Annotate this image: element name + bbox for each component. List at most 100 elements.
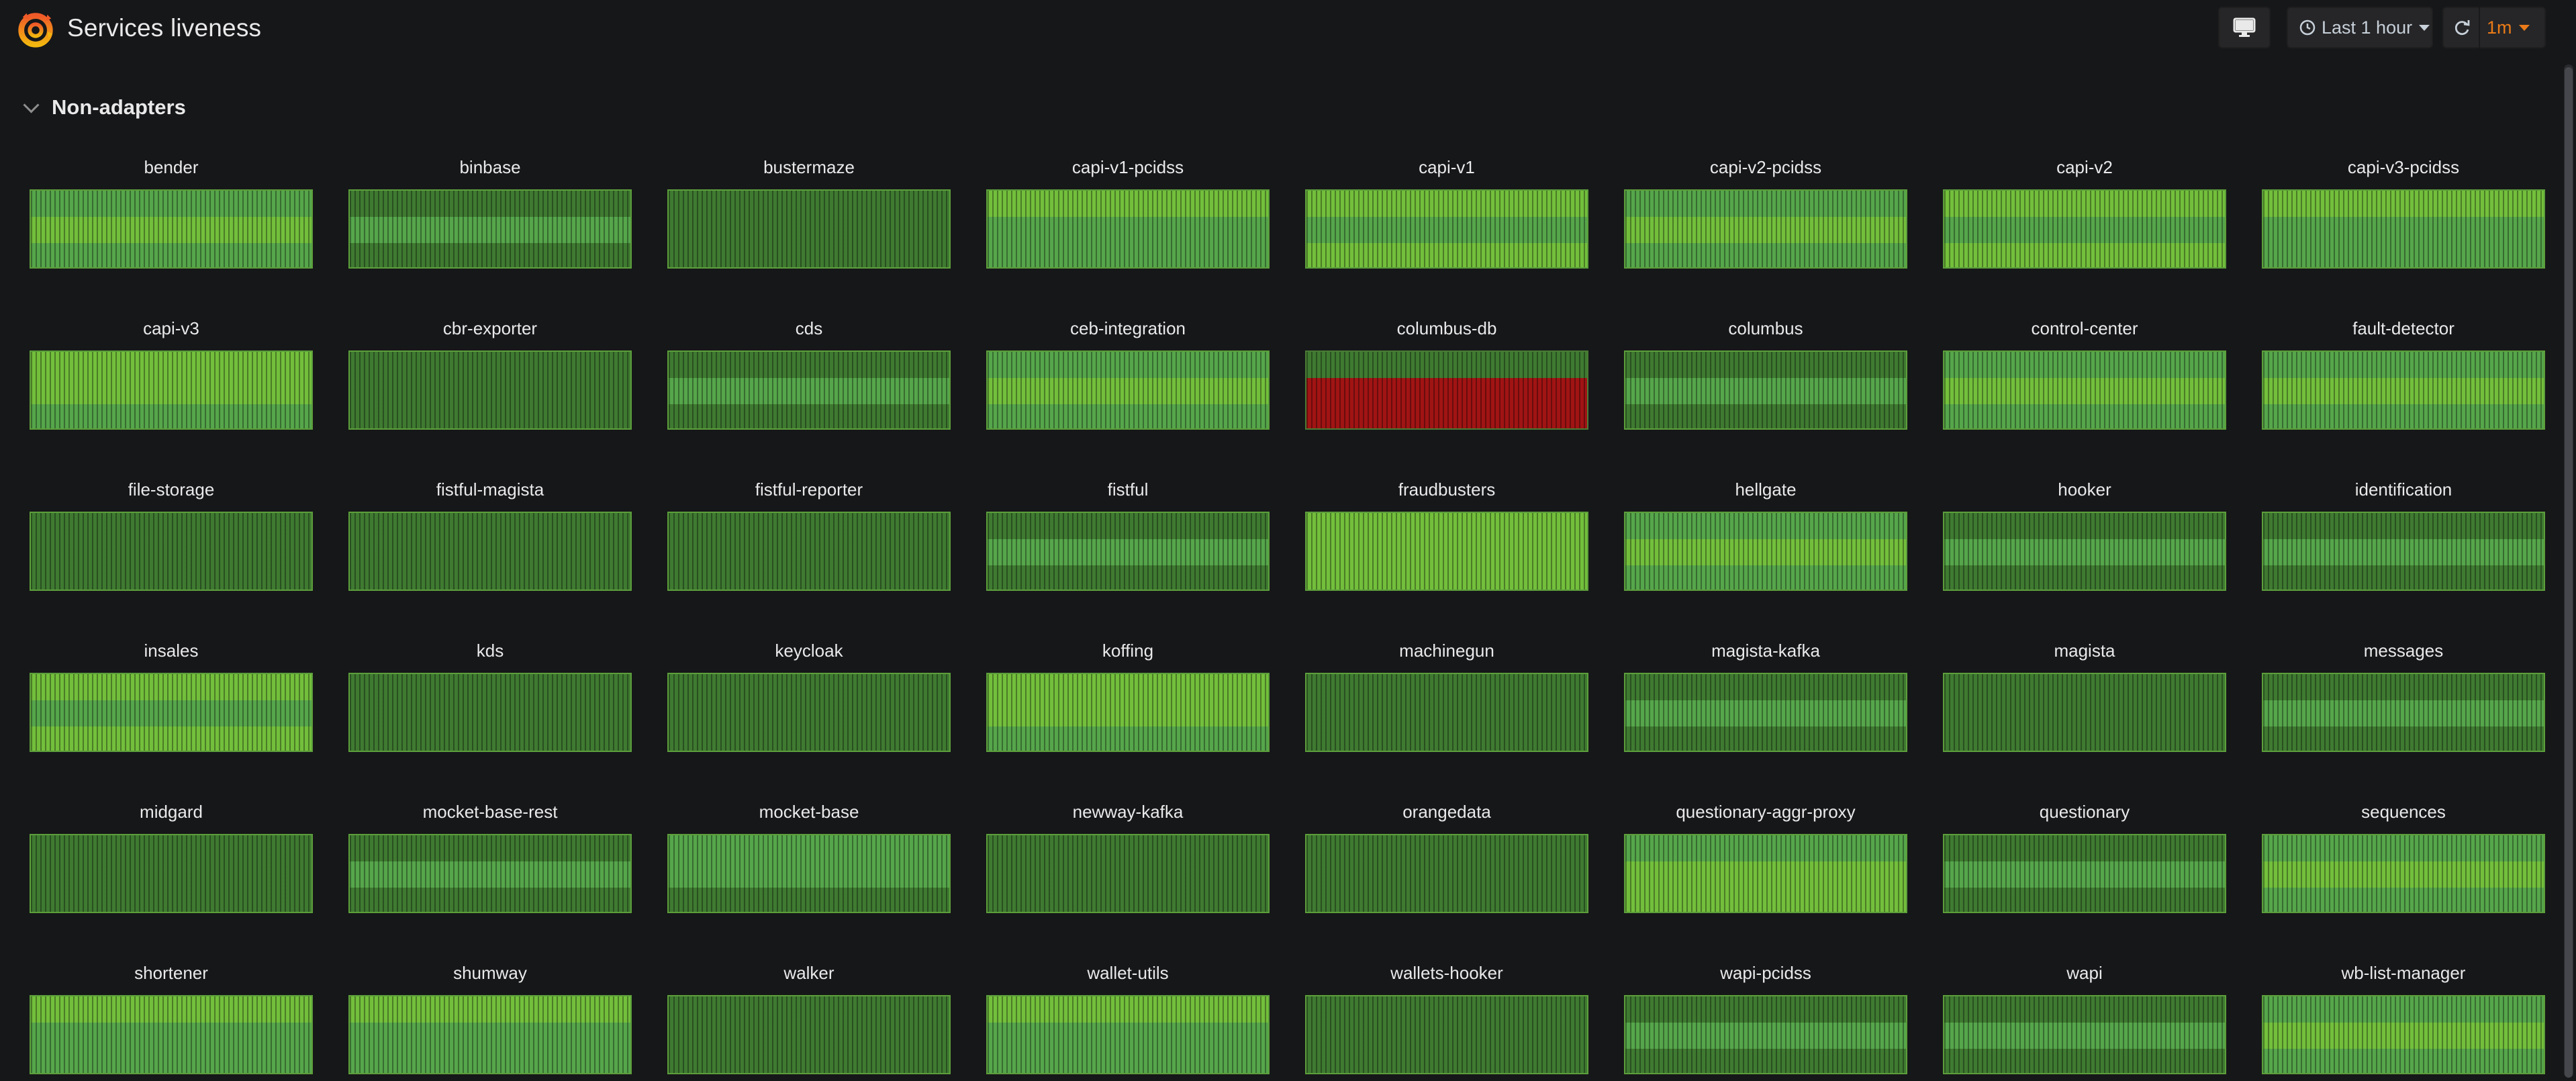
status-history-graph[interactable] [1305,350,1588,430]
panel-columbus[interactable]: columbus [1624,302,1907,436]
panel-title[interactable]: wapi-pcidss [1720,963,1811,983]
panel-title[interactable]: cbr-exporter [442,318,538,338]
status-history-graph[interactable] [1943,834,2226,913]
panel-keycloak[interactable]: keycloak [667,624,951,759]
panel-hooker[interactable]: hooker [1943,463,2226,598]
panel-fistful[interactable]: fistful [986,463,1270,598]
panel-capi-v2-pcidss[interactable]: capi-v2-pcidss [1624,141,1907,275]
panel-title[interactable]: messages [2363,641,2444,661]
panel-capi-v1[interactable]: capi-v1 [1305,141,1588,275]
status-history-graph[interactable] [1305,673,1588,752]
status-history-graph[interactable] [30,189,313,269]
panel-title[interactable]: wallets-hooker [1390,963,1503,983]
scrollbar-thumb[interactable] [2565,67,2573,1078]
panel-cbr-exporter[interactable]: cbr-exporter [348,302,632,436]
panel-columbus-db[interactable]: columbus-db [1305,302,1588,436]
status-history-graph[interactable] [2262,189,2545,269]
status-history-graph[interactable] [986,512,1270,591]
panel-wb-list-manager[interactable]: wb-list-manager [2262,947,2545,1081]
status-history-graph[interactable] [1305,512,1588,591]
panel-identification[interactable]: identification [2262,463,2545,598]
panel-title[interactable]: questionary [2039,802,2130,822]
status-history-graph[interactable] [2262,512,2545,591]
panel-sequences[interactable]: sequences [2262,786,2545,920]
panel-title[interactable]: identification [2354,479,2452,500]
panel-title[interactable]: sequences [2361,802,2446,822]
panel-title[interactable]: keycloak [775,641,843,661]
status-history-graph[interactable] [348,189,632,269]
status-history-graph[interactable] [30,834,313,913]
panel-title[interactable]: fraudbusters [1398,479,1496,500]
panel-title[interactable]: columbus-db [1396,318,1497,338]
status-history-graph[interactable] [2262,995,2545,1074]
status-history-graph[interactable] [986,834,1270,913]
refresh-icon[interactable] [2452,17,2472,38]
status-history-graph[interactable] [1624,834,1907,913]
status-history-graph[interactable] [2262,834,2545,913]
panel-cds[interactable]: cds [667,302,951,436]
panel-title[interactable]: columbus [1728,318,1803,338]
status-history-graph[interactable] [1624,350,1907,430]
panel-title[interactable]: capi-v1 [1419,157,1475,177]
panel-messages[interactable]: messages [2262,624,2545,759]
panel-title[interactable]: wb-list-manager [2341,963,2466,983]
status-history-graph[interactable] [986,673,1270,752]
panel-title[interactable]: walker [783,963,834,983]
panel-capi-v3[interactable]: capi-v3 [30,302,313,436]
panel-title[interactable]: shortener [134,963,208,983]
panel-title[interactable]: newway-kafka [1072,802,1184,822]
status-history-graph[interactable] [986,189,1270,269]
panel-title[interactable]: insales [144,641,199,661]
panel-title[interactable]: kds [476,641,504,661]
status-history-graph[interactable] [2262,673,2545,752]
status-history-graph[interactable] [1943,995,2226,1074]
panel-file-storage[interactable]: file-storage [30,463,313,598]
panel-fistful-magista[interactable]: fistful-magista [348,463,632,598]
panel-fistful-reporter[interactable]: fistful-reporter [667,463,951,598]
panel-magista[interactable]: magista [1943,624,2226,759]
panel-title[interactable]: capi-v2 [2056,157,2113,177]
row-header-non-adapters[interactable]: Non-adapters [23,93,186,122]
status-history-graph[interactable] [1624,995,1907,1074]
status-history-graph[interactable] [667,673,951,752]
panel-hellgate[interactable]: hellgate [1624,463,1907,598]
panel-title[interactable]: capi-v3-pcidss [2347,157,2460,177]
panel-magista-kafka[interactable]: magista-kafka [1624,624,1907,759]
status-history-graph[interactable] [1624,673,1907,752]
status-history-graph[interactable] [1305,834,1588,913]
status-history-graph[interactable] [30,995,313,1074]
panel-title[interactable]: mocket-base [759,802,859,822]
panel-title[interactable]: fistful-reporter [755,479,863,500]
panel-title[interactable]: ceb-integration [1070,318,1186,338]
status-history-graph[interactable] [348,834,632,913]
panel-orangedata[interactable]: orangedata [1305,786,1588,920]
dashboard-title[interactable]: Services liveness [67,14,262,42]
panel-bustermaze[interactable]: bustermaze [667,141,951,275]
panel-shumway[interactable]: shumway [348,947,632,1081]
panel-newway-kafka[interactable]: newway-kafka [986,786,1270,920]
panel-title[interactable]: orangedata [1402,802,1491,822]
panel-wapi[interactable]: wapi [1943,947,2226,1081]
status-history-graph[interactable] [1943,512,2226,591]
status-history-graph[interactable] [2262,350,2545,430]
status-history-graph[interactable] [667,834,951,913]
panel-control-center[interactable]: control-center [1943,302,2226,436]
panel-insales[interactable]: insales [30,624,313,759]
status-history-graph[interactable] [1624,189,1907,269]
panel-ceb-integration[interactable]: ceb-integration [986,302,1270,436]
panel-title[interactable]: capi-v3 [143,318,199,338]
time-range-picker[interactable]: Last 1 hour [2287,7,2433,48]
status-history-graph[interactable] [667,189,951,269]
panel-title[interactable]: midgard [140,802,203,822]
panel-title[interactable]: magista-kafka [1711,641,1820,661]
status-history-graph[interactable] [1305,995,1588,1074]
panel-kds[interactable]: kds [348,624,632,759]
panel-capi-v1-pcidss[interactable]: capi-v1-pcidss [986,141,1270,275]
status-history-graph[interactable] [348,995,632,1074]
status-history-graph[interactable] [1943,350,2226,430]
panel-midgard[interactable]: midgard [30,786,313,920]
panel-title[interactable]: bender [144,157,199,177]
panel-mocket-base[interactable]: mocket-base [667,786,951,920]
panel-wallets-hooker[interactable]: wallets-hooker [1305,947,1588,1081]
panel-title[interactable]: binbase [459,157,521,177]
